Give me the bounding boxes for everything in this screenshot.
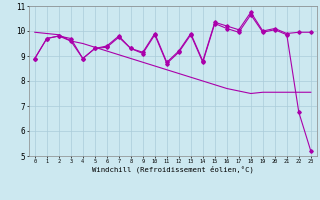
X-axis label: Windchill (Refroidissement éolien,°C): Windchill (Refroidissement éolien,°C)	[92, 166, 254, 173]
